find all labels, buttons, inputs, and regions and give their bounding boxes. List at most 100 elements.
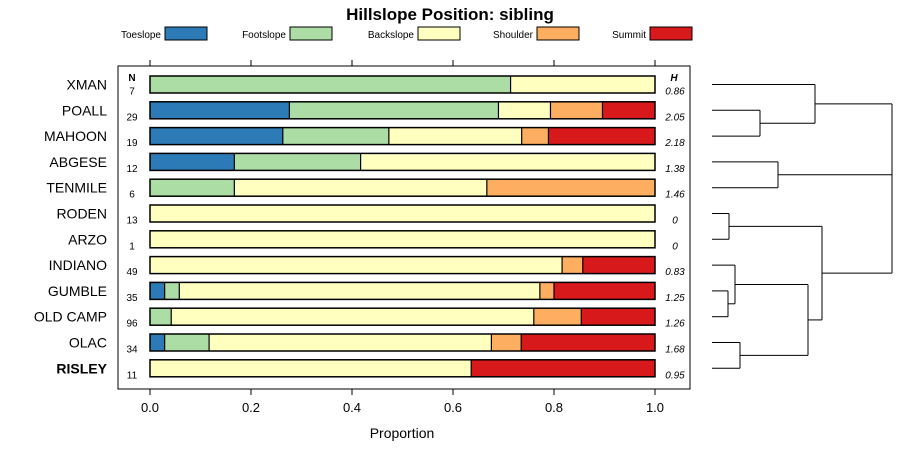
row-label: INDIANO: [49, 257, 107, 273]
bar-segment-gumble-toeslope: [150, 282, 165, 300]
legend: Toeslope Footslope Backslope Shoulder Summit: [121, 26, 693, 41]
bar-segment-mahoon-shoulder: [521, 127, 549, 145]
legend-label-footslope: Footslope: [242, 30, 286, 41]
bar-outline-tenmile: [149, 178, 656, 197]
row-h-value: 1.68: [665, 345, 685, 356]
row-label: ARZO: [68, 231, 107, 247]
bar-segment-indiano-backslope: [150, 256, 563, 274]
bar-outline-arzo: [149, 230, 656, 249]
row-label: OLD CAMP: [34, 309, 107, 325]
x-tick-label: 1.0: [646, 400, 664, 415]
row-h-value: 1.25: [665, 293, 685, 304]
bar-segment-indiano-shoulder: [562, 256, 583, 274]
bar-segment-risley-summit: [471, 359, 655, 377]
bar-segment-poall-summit: [602, 101, 655, 119]
row-label: TENMILE: [46, 180, 107, 196]
row-h-value: 0.83: [665, 267, 685, 278]
bar-segment-mahoon-summit: [548, 127, 655, 145]
bar-segment-gumble-backslope: [179, 282, 540, 300]
row-h-value: 1.38: [665, 164, 685, 175]
legend-label-backslope: Backslope: [368, 30, 415, 41]
row-n-value: 29: [126, 112, 138, 123]
legend-label-toeslope: Toeslope: [121, 30, 161, 41]
row-n-value: 96: [126, 319, 138, 330]
row-label: POALL: [62, 102, 107, 118]
bar-segment-abgese-footslope: [234, 153, 361, 171]
bar-segment-arzo-backslope: [150, 230, 655, 248]
legend-swatch-footslope: [289, 26, 333, 41]
bar-segment-mahoon-backslope: [388, 127, 522, 145]
dendrogram: [712, 84, 893, 369]
row-n-value: 12: [126, 164, 138, 175]
row-n-value: 6: [129, 190, 135, 201]
legend-swatch-shoulder: [536, 26, 580, 41]
bar-outline-roden: [149, 204, 656, 223]
row-h-value: 2.18: [664, 138, 685, 149]
bar-outline-poall: [149, 101, 656, 120]
bar-segment-old-camp-backslope: [171, 308, 534, 326]
bar-segment-mahoon-toeslope: [150, 127, 283, 145]
plot-border: [117, 65, 691, 390]
row-label: MAHOON: [44, 128, 107, 144]
row-h-value: 0.86: [665, 87, 685, 98]
bar-segment-gumble-summit: [554, 282, 655, 300]
n-header: N: [128, 73, 135, 84]
row-h-value: 0: [672, 216, 678, 227]
bar-segment-olac-backslope: [209, 334, 492, 351]
bar-segment-roden-backslope: [150, 205, 655, 222]
x-axis: 0.0 0.2 0.4 0.6 0.8 1.0: [141, 60, 664, 415]
bar-segment-xman-footslope: [150, 76, 511, 93]
bar-segment-olac-toeslope: [150, 334, 165, 351]
bar-segment-xman-backslope: [510, 76, 655, 93]
bar-segment-abgese-toeslope: [150, 153, 235, 171]
row-n-value: 1: [129, 241, 135, 252]
row-h-value: 2.05: [664, 112, 685, 123]
x-axis-label: Proportion: [370, 425, 435, 441]
bar-segment-old-camp-summit: [581, 308, 655, 326]
row-h-value: 0: [672, 241, 678, 252]
row-label: RISLEY: [56, 360, 107, 376]
row-n-value: 13: [126, 216, 138, 227]
bar-outline-risley: [149, 359, 656, 378]
bar-segment-olac-shoulder: [491, 334, 522, 351]
row-h-value: 1.46: [665, 190, 685, 201]
bar-segment-tenmile-shoulder: [486, 179, 655, 197]
bar-outline-xman: [149, 75, 656, 94]
bars: [149, 75, 656, 378]
bar-segment-olac-footslope: [164, 334, 210, 351]
row-label: XMAN: [67, 77, 107, 93]
bar-segment-poall-shoulder: [550, 101, 603, 119]
plot-frame: [117, 65, 691, 390]
bar-outline-olac: [149, 333, 656, 352]
bar-segment-poall-backslope: [498, 101, 551, 119]
row-n-value: 7: [129, 87, 135, 98]
bar-outline-old-camp: [149, 307, 656, 326]
bar-segment-gumble-shoulder: [539, 282, 554, 300]
row-labels: N H XMAN 7 0.86 POALL 29 2.05 MAHOON 19 2.18 ABGESE…: [34, 73, 685, 381]
bar-segment-mahoon-footslope: [282, 127, 389, 145]
x-tick-label: 0.6: [444, 400, 462, 415]
row-h-value: 0.95: [665, 370, 685, 381]
chart-title: Hillslope Position: sibling: [346, 5, 554, 24]
legend-swatch-backslope: [417, 26, 461, 41]
row-n-value: 19: [126, 138, 138, 149]
x-tick-label: 0.4: [343, 400, 361, 415]
bar-segment-old-camp-footslope: [150, 308, 172, 326]
legend-label-shoulder: Shoulder: [493, 30, 534, 41]
bar-outline-abgese: [149, 152, 656, 172]
x-tick-label: 0.2: [242, 400, 260, 415]
bar-segment-gumble-footslope: [164, 282, 180, 300]
legend-swatch-summit: [649, 26, 693, 41]
bar-segment-tenmile-backslope: [234, 179, 487, 197]
bar-segment-old-camp-shoulder: [533, 308, 582, 326]
bar-outline-mahoon: [149, 126, 656, 146]
x-tick-label: 0.0: [141, 400, 159, 415]
row-n-value: 35: [126, 293, 138, 304]
row-n-value: 11: [127, 370, 138, 381]
row-h-value: 1.26: [665, 319, 685, 330]
bar-segment-risley-backslope: [150, 359, 472, 377]
row-n-value: 34: [126, 345, 138, 356]
bar-segment-indiano-summit: [582, 256, 655, 274]
bar-segment-abgese-backslope: [360, 153, 655, 171]
